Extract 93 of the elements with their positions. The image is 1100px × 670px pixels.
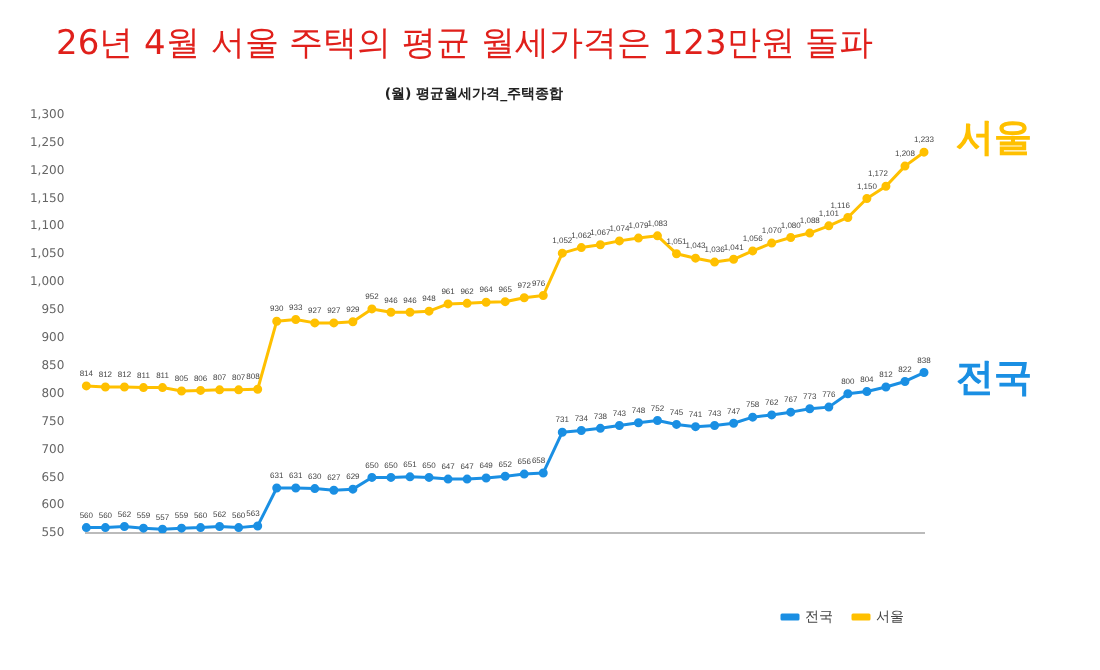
- point: [405, 472, 415, 482]
- point: [138, 383, 148, 393]
- point: [919, 147, 929, 157]
- point: [557, 248, 567, 258]
- point: [919, 368, 929, 378]
- point: [367, 472, 377, 482]
- point: [900, 161, 910, 171]
- point: [862, 193, 872, 203]
- point: [348, 484, 358, 494]
- point: [424, 472, 434, 482]
- point: [443, 474, 453, 484]
- point: [481, 297, 491, 307]
- point: [710, 421, 720, 431]
- point: [348, 317, 358, 327]
- point: [519, 469, 529, 479]
- point: [234, 523, 244, 533]
- point: [310, 318, 320, 328]
- point: [272, 483, 282, 493]
- point: [576, 243, 586, 253]
- point: [881, 382, 891, 392]
- point: [538, 468, 548, 478]
- point: [177, 523, 187, 533]
- point: [824, 402, 834, 412]
- point: [367, 304, 377, 314]
- point: [234, 385, 244, 395]
- point: [386, 472, 396, 482]
- point: [805, 404, 815, 414]
- point: [900, 376, 910, 386]
- point: [196, 385, 206, 395]
- point: [119, 382, 129, 392]
- point: [481, 473, 491, 483]
- chart-title: 26년 4월 서울 주택의 평균 월세가격은 123만원 돌파: [54, 22, 876, 68]
- point: [310, 484, 320, 494]
- point: [81, 381, 91, 391]
- text: 전국: [956, 356, 1032, 401]
- point: [462, 474, 472, 484]
- point: [177, 386, 187, 396]
- point: [215, 385, 225, 395]
- point: [633, 418, 643, 428]
- point: [81, 523, 91, 533]
- point: [138, 523, 148, 533]
- point: [786, 233, 796, 243]
- point: [786, 407, 796, 417]
- point: [519, 293, 529, 303]
- point: [538, 291, 548, 301]
- point: [100, 382, 110, 392]
- point: [576, 426, 586, 436]
- point: [824, 221, 834, 231]
- point: [691, 422, 701, 432]
- point: [652, 416, 662, 426]
- point: [805, 228, 815, 238]
- point: [291, 483, 301, 493]
- point: [386, 307, 396, 317]
- point: [672, 419, 682, 429]
- point: [748, 412, 758, 422]
- point: [557, 427, 567, 437]
- point: [500, 297, 510, 307]
- point: [729, 418, 739, 428]
- point: [272, 316, 282, 326]
- point: [196, 523, 206, 533]
- point: [462, 298, 472, 308]
- point: [443, 299, 453, 309]
- point: [253, 384, 263, 394]
- point: [881, 181, 891, 191]
- point: [672, 249, 682, 259]
- point: [843, 389, 853, 399]
- point: [862, 387, 872, 396]
- point: [767, 410, 777, 420]
- point: [710, 257, 720, 267]
- text: 서울: [956, 116, 1032, 161]
- point: [614, 236, 624, 246]
- point: [691, 253, 701, 263]
- point: [843, 212, 853, 222]
- point: [158, 383, 167, 393]
- point: [500, 471, 510, 481]
- point: [119, 522, 129, 532]
- point: [729, 254, 739, 264]
- point: [614, 421, 624, 431]
- point: [158, 524, 167, 534]
- point: [767, 238, 777, 248]
- point: [100, 523, 110, 533]
- point: [652, 231, 662, 241]
- point: [215, 522, 225, 532]
- point: [424, 306, 434, 316]
- point: [253, 521, 263, 531]
- point: [329, 318, 339, 328]
- point: [405, 307, 415, 317]
- point: [595, 423, 605, 433]
- point: [633, 233, 643, 243]
- point: [291, 315, 301, 325]
- point: [748, 246, 758, 256]
- point: [329, 485, 339, 495]
- point: [595, 240, 605, 250]
